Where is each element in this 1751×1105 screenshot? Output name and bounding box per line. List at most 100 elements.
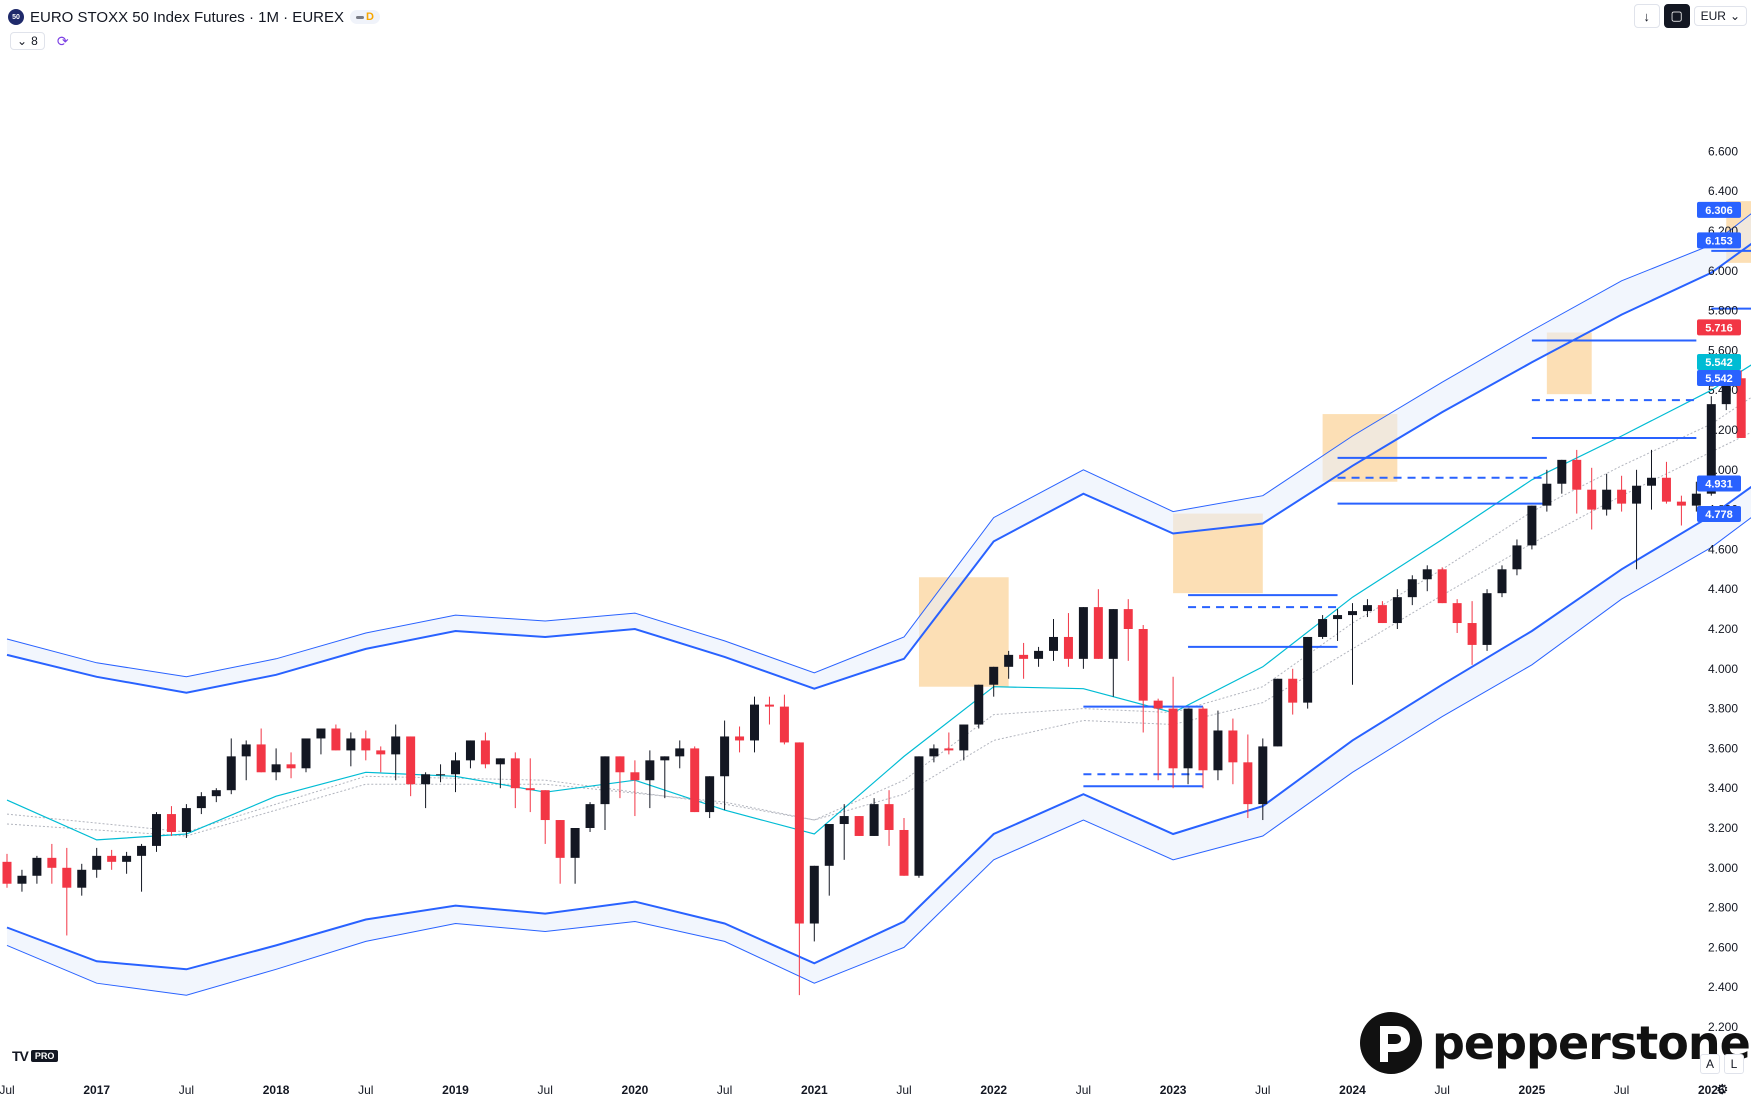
candle-body (196, 796, 206, 809)
candle-body (615, 756, 625, 773)
screen-icon[interactable]: ▢ (1663, 4, 1690, 28)
candle-body (1377, 605, 1387, 624)
currency-label: EUR (1700, 9, 1726, 23)
ma-cyan-line (6, 364, 1751, 841)
candle-body (585, 804, 595, 828)
candle-body (929, 748, 939, 757)
candle-body (166, 814, 176, 832)
x-tick-label: Jul (1435, 1083, 1450, 1097)
candle-body (391, 736, 401, 755)
candle-body (1661, 477, 1671, 502)
tradingview-logo[interactable]: TV PRO (12, 1048, 59, 1064)
candle-body (540, 790, 550, 821)
x-tick-label: 2025 (1519, 1083, 1546, 1097)
candle-body (750, 704, 759, 741)
price-axis[interactable]: 2.200 2.400 2.600 2.800 3.000 3.200 3.400 3.600… (1708, 144, 1738, 1034)
candle-body (869, 804, 879, 836)
candle-body (1407, 579, 1417, 598)
log-scale-button[interactable]: L (1724, 1054, 1744, 1074)
y-tick-label: 5.800 (1708, 304, 1738, 318)
candle-body (1572, 459, 1582, 490)
x-tick-label: 2021 (801, 1083, 828, 1097)
candle-body (1123, 609, 1133, 629)
x-tick-label: Jul (717, 1083, 732, 1097)
indicators-toggle[interactable]: ⌄ 8 (10, 32, 45, 50)
y-tick-label: 4.400 (1708, 582, 1738, 596)
y-tick-label: 2.200 (1708, 1020, 1738, 1034)
y-tick-label: 3.000 (1708, 861, 1738, 875)
candle-body (944, 748, 954, 751)
highlight-zones (918, 201, 1751, 687)
status-pill[interactable]: D (350, 10, 380, 24)
candle-body (600, 756, 610, 805)
price-label-bg (1697, 353, 1741, 370)
candles-layer (2, 364, 1746, 996)
candle-body (1676, 501, 1686, 506)
ma-grey-line-0 (6, 396, 1751, 833)
y-tick-label: 2.800 (1708, 901, 1738, 915)
y-tick-label: 3.800 (1708, 702, 1738, 716)
lower-band-line (6, 485, 1751, 971)
y-tick-label: 6.000 (1708, 264, 1738, 278)
x-tick-label: 2024 (1339, 1083, 1366, 1097)
x-tick-label: Jul (1255, 1083, 1270, 1097)
gear-icon[interactable]: ⚙ (1716, 1081, 1729, 1097)
x-tick-label: Jul (179, 1083, 194, 1097)
candle-body (1557, 459, 1567, 484)
y-tick-label: 2.600 (1708, 940, 1738, 954)
candle-body (899, 829, 909, 876)
y-tick-label: 4.600 (1708, 542, 1738, 556)
candle-body (1467, 623, 1477, 645)
price-label: 4.931 (1705, 479, 1733, 491)
x-tick-label: Jul (896, 1083, 911, 1097)
candle-body (630, 772, 640, 781)
candle-body (510, 758, 520, 789)
time-axis[interactable]: Jul 2017 Jul 2018 Jul 2019 Jul 2020 Jul 2021 Jul 20… (0, 1083, 1751, 1097)
candle-body (211, 790, 221, 797)
candle-body (1602, 489, 1612, 510)
lower-band-fill (7, 487, 1751, 996)
candle-body (62, 867, 72, 888)
candle-body (226, 756, 236, 791)
candle-body (1437, 569, 1447, 604)
refresh-icon[interactable]: ⟳ (56, 33, 69, 49)
price-label: 5.542 (1705, 357, 1733, 369)
candle-body (2, 861, 12, 884)
pro-badge: PRO (30, 1050, 59, 1062)
price-label: 5.716 (1705, 322, 1733, 334)
price-label-bg (1697, 319, 1741, 336)
candle-body (1333, 615, 1343, 620)
candle-body (1512, 545, 1522, 570)
candle-body (1392, 597, 1402, 624)
x-tick-label: 2022 (980, 1083, 1007, 1097)
candle-body (361, 738, 371, 751)
candle-body (809, 865, 819, 924)
candle-body (451, 760, 460, 775)
candle-body (1004, 654, 1014, 667)
chart-title[interactable]: EURO STOXX 50 Index Futures · 1M · EUREX (30, 8, 344, 26)
currency-selector[interactable]: EUR ⌄ (1693, 6, 1747, 26)
candle-body (1542, 483, 1552, 506)
upper-band-line (6, 242, 1751, 694)
candle-body (346, 738, 356, 751)
ma-grey-line-1 (6, 431, 1751, 837)
download-icon[interactable]: ↓ (1633, 4, 1660, 28)
price-label: 5.542 (1705, 373, 1733, 385)
y-tick-label: 3.400 (1708, 781, 1738, 795)
candle-body (660, 756, 670, 761)
upper-band-outer (6, 213, 1751, 678)
candle-body (436, 774, 446, 776)
candle-body (376, 750, 386, 755)
candle-body (1258, 746, 1268, 805)
price-label-bg (1697, 369, 1741, 386)
candle-body (645, 760, 655, 781)
candle-body (705, 776, 715, 813)
candle-body (764, 704, 774, 707)
lower-band-outer (6, 517, 1751, 996)
pepperstone-icon (1360, 1012, 1422, 1074)
indicator-controls: ⌄ 8 ⟳ (10, 32, 71, 50)
candle-body (137, 845, 147, 856)
candle-body (1183, 708, 1193, 769)
auto-scale-button[interactable]: A (1700, 1054, 1720, 1074)
